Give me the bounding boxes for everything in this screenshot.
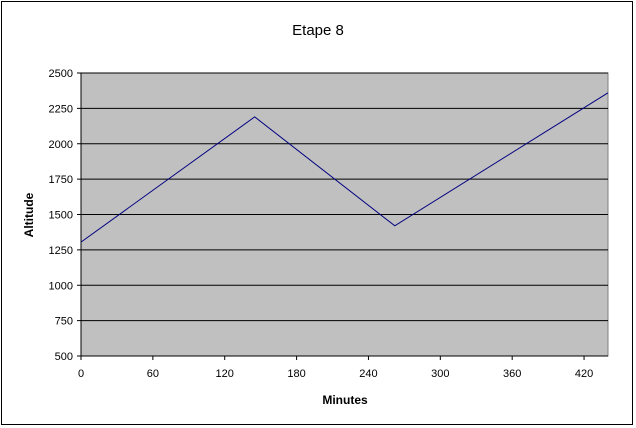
chart-title: Etape 8 bbox=[292, 22, 344, 39]
x-tick-label: 120 bbox=[216, 368, 234, 380]
y-tick-label: 2500 bbox=[49, 68, 73, 80]
y-tick-label: 1000 bbox=[49, 280, 73, 292]
y-tick-label: 1500 bbox=[49, 210, 73, 222]
x-tick-label: 240 bbox=[359, 368, 377, 380]
x-tick-label: 420 bbox=[575, 368, 593, 380]
y-axis-ticks: 500 750 1000 1250 1500 1750 2000 2250 2500 bbox=[49, 68, 81, 363]
x-tick-label: 0 bbox=[78, 368, 84, 380]
x-tick-label: 300 bbox=[431, 368, 449, 380]
x-tick-label: 360 bbox=[503, 368, 521, 380]
y-tick-label: 500 bbox=[55, 351, 73, 363]
x-tick-label: 60 bbox=[147, 368, 159, 380]
series-line-0 bbox=[80, 92, 609, 243]
x-axis-ticks: 0 60 120 180 240 300 360 420 bbox=[78, 356, 593, 380]
y-tick-label: 1250 bbox=[49, 245, 73, 257]
series-layer bbox=[80, 92, 609, 243]
y-axis-label: Altitude bbox=[22, 192, 36, 237]
y-tick-label: 750 bbox=[55, 316, 73, 328]
y-tick-label: 1750 bbox=[49, 174, 73, 186]
y-tick-label: 2000 bbox=[49, 139, 73, 151]
x-tick-label: 180 bbox=[287, 368, 305, 380]
x-axis-label: Minutes bbox=[322, 393, 368, 407]
y-tick-label: 2250 bbox=[49, 103, 73, 115]
